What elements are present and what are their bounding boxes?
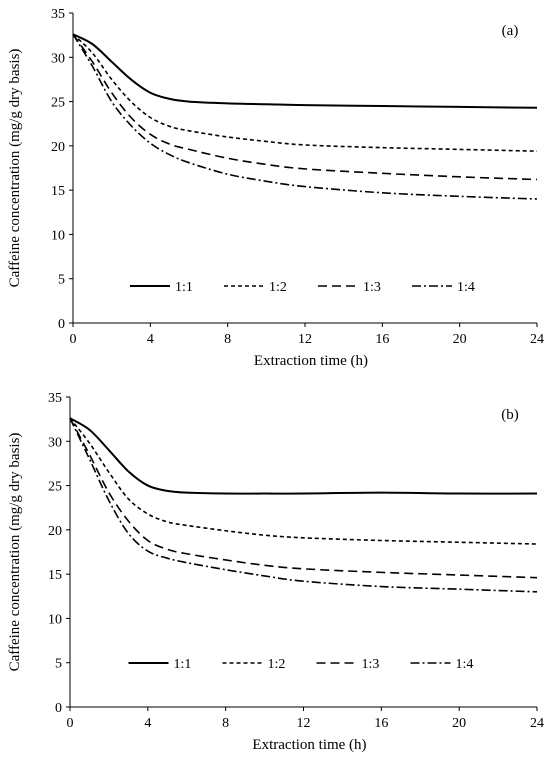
x-tick-label: 16 <box>375 332 389 347</box>
y-tick-label: 30 <box>48 435 62 450</box>
x-axis-title: Extraction time (h) <box>254 353 368 369</box>
y-tick-label: 35 <box>51 7 65 22</box>
y-tick-label: 5 <box>55 657 62 672</box>
legend-item: 1:3 <box>316 657 380 672</box>
legend-label: 1:3 <box>362 657 380 672</box>
legend-item: 1:4 <box>412 280 475 295</box>
x-tick-label: 12 <box>297 716 311 731</box>
x-tick-label: 16 <box>374 716 388 731</box>
x-tick-label: 24 <box>530 716 544 731</box>
legend: 1:1 1:2 1:3 1:4 <box>128 657 474 672</box>
x-tick-label: 0 <box>67 716 74 731</box>
x-tick-label: 20 <box>453 332 467 347</box>
series-line-1-2 <box>69 417 538 545</box>
y-tick-label: 35 <box>48 391 62 406</box>
x-tick-label: 4 <box>144 716 151 731</box>
y-tick-label: 15 <box>48 568 62 583</box>
x-tick-label: 8 <box>224 332 231 347</box>
panel-label: (a) <box>502 23 519 39</box>
y-tick-label: 5 <box>58 273 65 288</box>
y-tick-label: 20 <box>51 140 65 155</box>
y-tick-label: 0 <box>55 701 62 716</box>
legend-item: 1:2 <box>222 657 286 672</box>
legend-item: 1:3 <box>318 280 381 295</box>
series-line-1-4 <box>69 417 538 593</box>
series-line-1-1 <box>69 417 538 495</box>
y-tick-label: 20 <box>48 524 62 539</box>
legend-item: 1:4 <box>410 657 474 672</box>
legend-label: 1:4 <box>456 657 474 672</box>
legend-label: 1:2 <box>268 657 286 672</box>
legend-label: 1:1 <box>175 280 193 295</box>
series-line-1-4 <box>72 33 538 200</box>
y-tick-label: 15 <box>51 184 65 199</box>
series-line-1-3 <box>69 417 538 579</box>
panel-label: (b) <box>501 407 519 423</box>
x-tick-label: 24 <box>530 332 544 347</box>
y-tick-label: 30 <box>51 51 65 66</box>
x-tick-label: 8 <box>222 716 229 731</box>
chart-panel-a: 0 5 10 15 20 25 30 35 0 4 8 12 16 20 24 Extraction time… <box>7 7 544 369</box>
series-line-1-3 <box>72 33 538 181</box>
legend-item: 1:1 <box>130 280 193 295</box>
chart-panel-b: 0 5 10 15 20 25 30 35 0 4 8 12 16 20 24 Extraction time… <box>7 391 544 753</box>
y-axis-title: Caffeine concentration (mg/g dry basis) <box>7 433 23 672</box>
y-tick-label: 25 <box>48 480 62 495</box>
x-tick-label: 12 <box>298 332 312 347</box>
y-tick-label: 0 <box>58 317 65 332</box>
legend-label: 1:3 <box>363 280 381 295</box>
legend: 1:1 1:2 1:3 1:4 <box>130 280 475 295</box>
legend-label: 1:4 <box>457 280 475 295</box>
x-tick-label: 4 <box>147 332 154 347</box>
legend-label: 1:2 <box>269 280 287 295</box>
x-axis-title: Extraction time (h) <box>252 737 366 753</box>
y-axis-title: Caffeine concentration (mg/g dry basis) <box>7 49 23 288</box>
x-tick-label: 0 <box>70 332 77 347</box>
series-line-1-2 <box>72 33 538 152</box>
x-tick-label: 20 <box>452 716 466 731</box>
y-tick-label: 25 <box>51 96 65 111</box>
legend-label: 1:1 <box>174 657 192 672</box>
y-tick-label: 10 <box>48 612 62 627</box>
legend-item: 1:2 <box>224 280 287 295</box>
series-line-1-1 <box>72 33 538 109</box>
legend-item: 1:1 <box>128 657 192 672</box>
y-tick-label: 10 <box>51 228 65 243</box>
